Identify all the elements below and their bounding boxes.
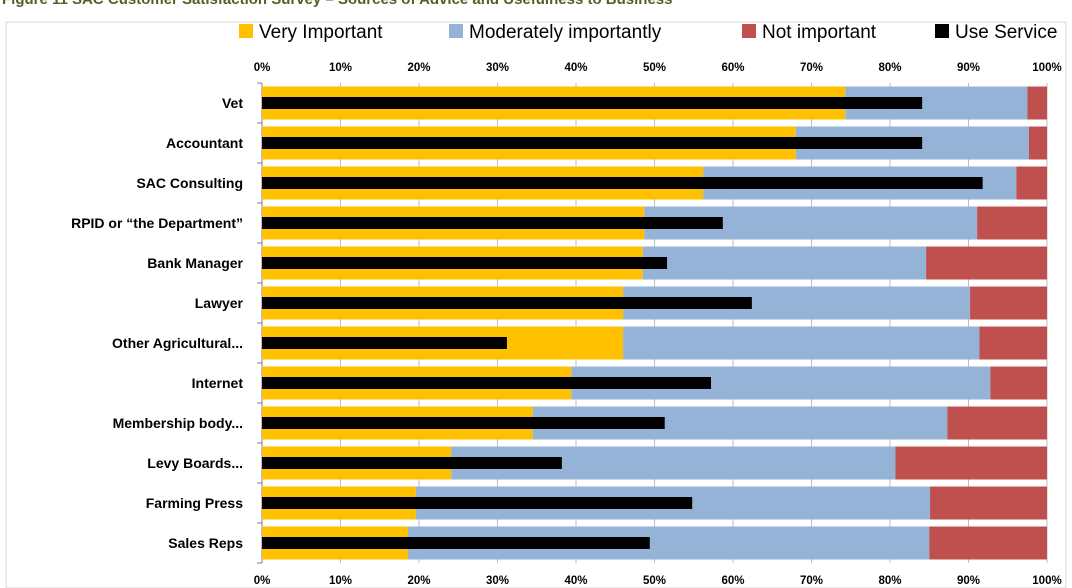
category-label: Membership body... [113, 415, 243, 431]
category-label: Internet [192, 375, 244, 391]
bar-not-important [1016, 166, 1047, 200]
category-label: Accountant [166, 135, 243, 151]
category-labels: Vet Accountant SAC Consulting RPID or “the … [71, 95, 243, 551]
x-axis-top-ticks: 0% 10% 20% 30% 40% 50% 60% 70% 80% 90% 100% [254, 62, 1062, 74]
bar-use-service [262, 257, 668, 269]
x-tick-label-bottom: 50% [643, 575, 666, 587]
x-tick-label-top: 20% [407, 62, 430, 74]
x-tick-label-bottom: 0% [254, 575, 271, 587]
category-label: Farming Press [146, 495, 243, 511]
category-label: SAC Consulting [136, 175, 243, 191]
x-tick-label-top: 10% [329, 62, 352, 74]
category-label: RPID or “the Department” [71, 215, 243, 231]
bar-not-important [895, 446, 1047, 480]
bar-not-important [977, 206, 1047, 240]
x-tick-label-bottom: 40% [564, 575, 587, 587]
bar-not-important [929, 526, 1047, 560]
bar-not-important [930, 486, 1047, 520]
legend-label: Use Service [955, 22, 1057, 43]
bar-moderately-important [642, 246, 927, 280]
legend-label: Not important [762, 22, 877, 43]
x-tick-label-top: 80% [878, 62, 901, 74]
x-tick-label-bottom: 80% [878, 575, 901, 587]
bar-use-service [262, 457, 562, 469]
category-label: Lawyer [195, 295, 244, 311]
x-axis-bottom-ticks: 0% 10% 20% 30% 40% 50% 60% 70% 80% 90% 100% [254, 575, 1062, 587]
bar-not-important [990, 366, 1047, 400]
bar-not-important [1027, 86, 1047, 120]
bar-not-important [1028, 126, 1047, 160]
x-tick-label-bottom: 10% [329, 575, 352, 587]
legend-swatch [239, 24, 253, 38]
bar-use-service [262, 417, 665, 429]
x-tick-label-top: 90% [957, 62, 980, 74]
bar-not-important [947, 406, 1047, 440]
x-tick-label-top: 0% [254, 62, 271, 74]
bars [262, 86, 1047, 560]
x-tick-label-top: 50% [643, 62, 666, 74]
category-label: Other Agricultural... [112, 335, 243, 351]
x-tick-label-top: 60% [721, 62, 744, 74]
bar-not-important [979, 326, 1047, 360]
x-tick-label-bottom: 90% [957, 575, 980, 587]
bar-not-important [970, 286, 1047, 320]
bar-use-service [262, 377, 712, 389]
category-label: Sales Reps [168, 535, 243, 551]
legend-swatch [449, 24, 463, 38]
bar-use-service [262, 217, 723, 229]
category-label: Bank Manager [147, 255, 243, 271]
legend-swatch [935, 24, 949, 38]
category-label: Vet [222, 95, 243, 111]
bar-use-service [262, 537, 650, 549]
x-tick-label-bottom: 30% [486, 575, 509, 587]
x-tick-label-top: 100% [1032, 62, 1061, 74]
gridlines [257, 82, 1048, 564]
x-tick-label-top: 30% [486, 62, 509, 74]
x-tick-label-bottom: 20% [407, 575, 430, 587]
x-tick-label-top: 70% [800, 62, 823, 74]
x-tick-label-bottom: 100% [1032, 575, 1061, 587]
bar-use-service [262, 137, 923, 149]
legend-swatch [742, 24, 756, 38]
plot-border [5, 21, 1067, 588]
bar-use-service [262, 177, 983, 189]
x-tick-label-bottom: 60% [721, 575, 744, 587]
bar-not-important [926, 246, 1047, 280]
bar-moderately-important [623, 326, 980, 360]
bar-use-service [262, 297, 752, 309]
figure-title: Figure 11 SAC Customer Satisfaction Surv… [2, 0, 672, 8]
legend-label: Moderately importantly [469, 22, 662, 43]
x-tick-label-top: 40% [564, 62, 587, 74]
category-label: Levy Boards... [147, 455, 243, 471]
legend: Very Important Moderately importantly Not … [239, 22, 1057, 43]
legend-label: Very Important [259, 22, 383, 43]
x-tick-label-bottom: 70% [800, 575, 823, 587]
bar-use-service [262, 337, 507, 349]
bar-use-service [262, 97, 923, 109]
bar-use-service [262, 497, 693, 509]
